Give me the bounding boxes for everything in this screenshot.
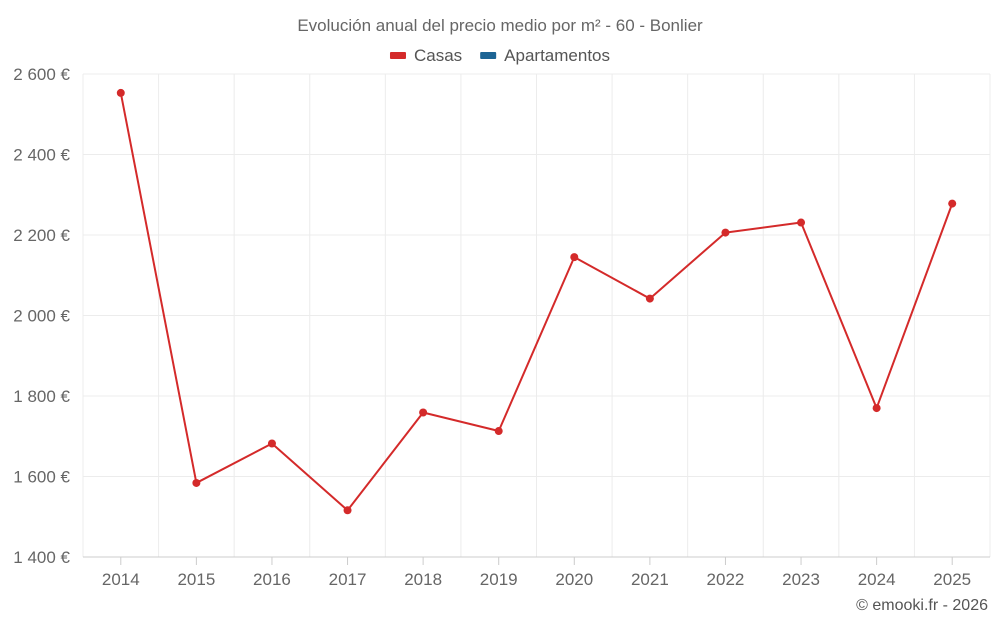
x-tick-label: 2019 <box>480 570 518 589</box>
data-point[interactable] <box>797 218 806 227</box>
data-point[interactable] <box>948 199 957 208</box>
y-tick-label: 1 800 € <box>13 387 70 406</box>
legend-label: Casas <box>414 46 462 65</box>
x-tick-label: 2023 <box>782 570 820 589</box>
x-tick-label: 2022 <box>707 570 745 589</box>
data-point[interactable] <box>267 439 276 448</box>
x-tick-label: 2020 <box>555 570 593 589</box>
data-point[interactable] <box>494 427 503 436</box>
x-tick-label: 2018 <box>404 570 442 589</box>
legend-item-apartamentos[interactable]: Apartamentos <box>480 46 610 65</box>
x-axis-ticks: 2014 2015 2016 2017 2018 2019 2020 2021 2022 2023… <box>102 557 971 589</box>
x-tick-label: 2015 <box>177 570 215 589</box>
data-point[interactable] <box>872 404 881 413</box>
y-axis-ticks: 1 400 € 1 600 € 1 800 € 2 000 € 2 200 € 2 400… <box>13 65 70 567</box>
legend-label: Apartamentos <box>504 46 610 65</box>
data-point[interactable] <box>419 408 428 417</box>
y-tick-label: 1 400 € <box>13 548 70 567</box>
data-point[interactable] <box>116 88 125 97</box>
data-point[interactable] <box>645 294 654 303</box>
legend-swatch <box>480 52 497 59</box>
legend-swatch <box>389 52 406 59</box>
x-tick-label: 2024 <box>858 570 896 589</box>
x-tick-label: 2014 <box>102 570 140 589</box>
series-casas <box>116 88 957 515</box>
legend-item-casas[interactable]: Casas <box>389 46 462 65</box>
x-tick-label: 2017 <box>329 570 367 589</box>
chart-legend: Casas Apartamentos <box>389 46 610 65</box>
credit-text: © emooki.fr - 2026 <box>856 597 988 614</box>
data-point[interactable] <box>192 478 201 487</box>
data-point[interactable] <box>343 506 352 515</box>
x-tick-label: 2025 <box>933 570 971 589</box>
y-tick-label: 2 400 € <box>13 146 70 165</box>
series-line <box>119 92 954 512</box>
x-tick-label: 2016 <box>253 570 291 589</box>
data-point[interactable] <box>721 228 730 237</box>
y-tick-label: 2 600 € <box>13 65 70 84</box>
chart-title: Evolución anual del precio medio por m² … <box>297 16 703 35</box>
series-layer <box>116 88 957 515</box>
y-tick-label: 2 200 € <box>13 226 70 245</box>
data-point[interactable] <box>570 253 579 262</box>
x-tick-label: 2021 <box>631 570 669 589</box>
y-tick-label: 1 600 € <box>13 468 70 487</box>
y-tick-label: 2 000 € <box>13 307 70 326</box>
